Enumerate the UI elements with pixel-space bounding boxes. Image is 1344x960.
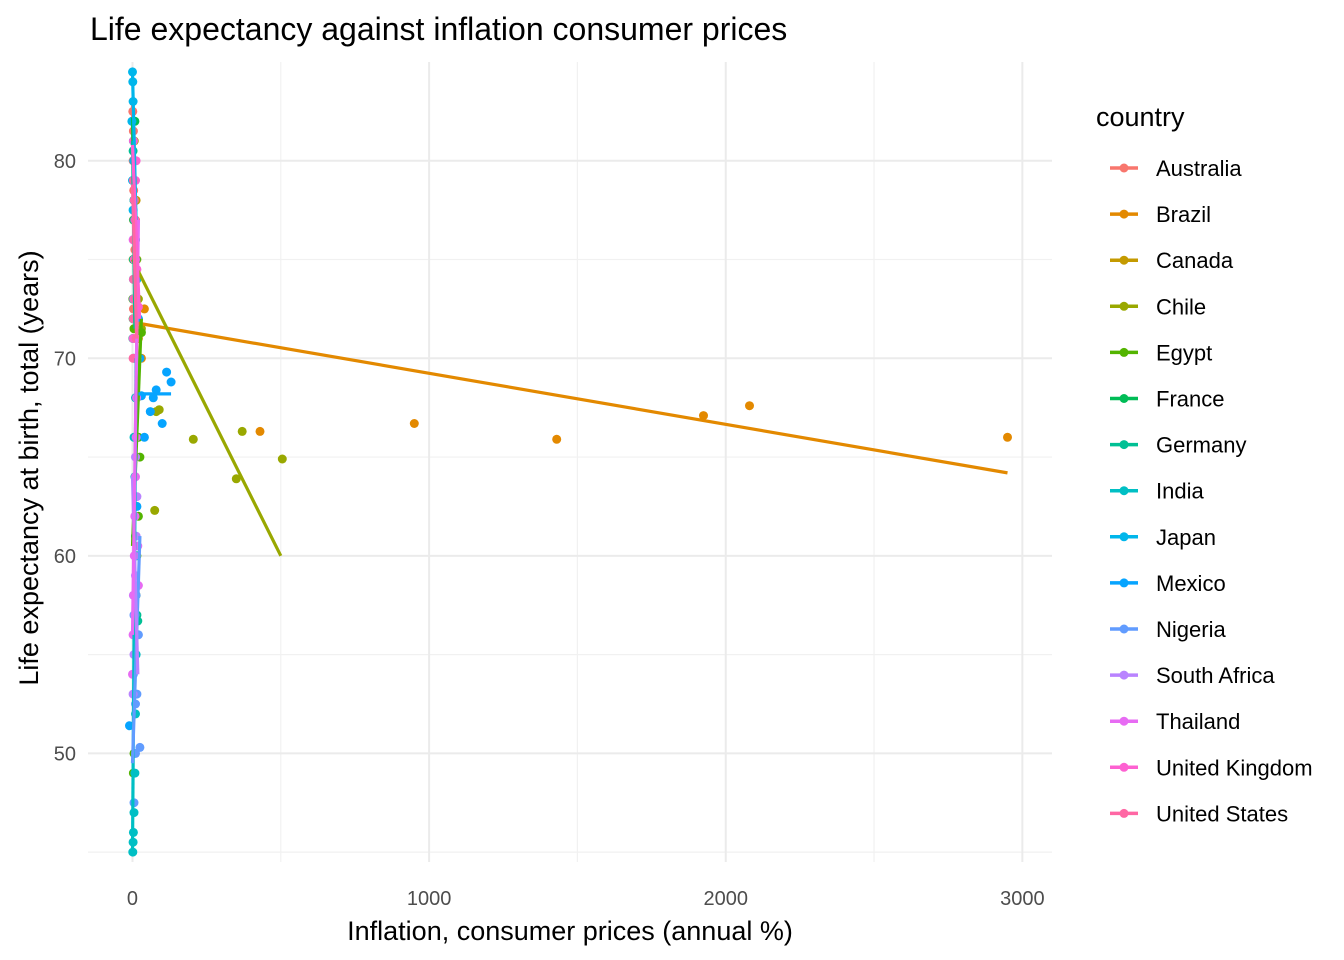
data-point	[139, 432, 149, 442]
legend-item: South Africa	[1110, 663, 1275, 688]
axis-layer: 0 1000 2000 3000 50 60 70 80	[54, 151, 1045, 910]
legend-key-point	[1119, 394, 1129, 403]
legend-label: Germany	[1156, 433, 1246, 458]
legend-label: Australia	[1156, 156, 1242, 181]
legend-key-point	[1119, 578, 1129, 588]
legend-item: Mexico	[1110, 571, 1226, 596]
legend-key-point	[1119, 301, 1129, 311]
x-tick-label: 1000	[407, 888, 452, 910]
y-axis-title: Life expectancy at birth, total (years)	[14, 250, 44, 685]
data-point	[162, 367, 172, 377]
legend-key-point	[1119, 716, 1129, 726]
legend-key-point	[1119, 486, 1129, 496]
legend-label: Chile	[1156, 294, 1206, 319]
legend-item: France	[1110, 387, 1224, 412]
legend-label: Egypt	[1156, 340, 1212, 365]
legend-item: India	[1110, 479, 1204, 504]
legend-item: Canada	[1110, 248, 1234, 273]
fit-line	[130, 144, 142, 319]
data-layer	[125, 67, 1012, 857]
y-tick-label: 80	[54, 151, 76, 173]
y-tick-label: 50	[54, 743, 76, 765]
legend-key-point	[1119, 670, 1129, 680]
data-point	[135, 742, 145, 752]
data-point	[699, 411, 708, 421]
data-point	[409, 419, 419, 428]
data-point	[188, 434, 198, 444]
data-point	[151, 385, 161, 395]
legend-label: South Africa	[1156, 663, 1275, 688]
legend-title: country	[1096, 102, 1185, 132]
fit-line	[130, 184, 139, 339]
legend-items: Australia Brazil Canada Chile Egypt France Ger…	[1110, 156, 1313, 826]
data-point	[145, 407, 155, 417]
data-point	[231, 474, 241, 484]
x-tick-label: 2000	[703, 888, 748, 910]
legend-key-point	[1119, 347, 1129, 357]
legend-key-point	[1119, 209, 1129, 219]
legend-item: Nigeria	[1110, 617, 1226, 642]
x-tick-label: 3000	[1000, 888, 1045, 910]
chart-title: Life expectancy against inflation consum…	[90, 11, 787, 47]
series-3	[129, 195, 287, 515]
legend-label: India	[1156, 479, 1204, 504]
data-point	[1003, 432, 1012, 442]
legend-label: Thailand	[1156, 709, 1240, 734]
data-point	[237, 426, 247, 436]
legend-key-point	[1119, 762, 1129, 772]
legend-item: United States	[1110, 801, 1288, 826]
legend-item: Japan	[1110, 525, 1216, 550]
fit-line	[135, 321, 1008, 475]
legend-key-point	[1119, 624, 1129, 634]
legend-label: Nigeria	[1156, 617, 1226, 642]
x-tick-label: 0	[127, 888, 138, 910]
data-point	[148, 393, 158, 403]
data-point	[166, 377, 176, 387]
legend-label: Mexico	[1156, 571, 1226, 596]
legend-label: United States	[1156, 801, 1288, 826]
legend-label: Brazil	[1156, 202, 1211, 227]
grid-layer	[88, 62, 1052, 862]
legend-item: Brazil	[1110, 202, 1211, 227]
data-point	[154, 405, 164, 415]
legend-key-point	[1119, 255, 1129, 265]
legend-item: Thailand	[1110, 709, 1240, 734]
x-axis-title: Inflation, consumer prices (annual %)	[347, 916, 793, 946]
legend-item: Australia	[1110, 156, 1242, 181]
legend-item: Chile	[1110, 294, 1206, 319]
data-point	[745, 401, 754, 411]
data-point	[277, 454, 287, 464]
legend-key-point	[1119, 440, 1129, 450]
legend-key-point	[1119, 532, 1129, 542]
legend-item: Germany	[1110, 433, 1246, 458]
legend-item: United Kingdom	[1110, 755, 1313, 780]
legend-label: France	[1156, 387, 1224, 412]
data-point	[157, 419, 167, 428]
series-1	[129, 304, 1012, 444]
legend-key-point	[1119, 808, 1129, 818]
data-point	[150, 505, 160, 515]
legend-key-point	[1119, 163, 1129, 173]
legend-label: United Kingdom	[1156, 755, 1313, 780]
data-point	[552, 434, 562, 444]
y-tick-label: 60	[54, 546, 76, 568]
fit-line	[131, 258, 283, 557]
data-point	[255, 426, 265, 436]
data-point	[125, 721, 134, 731]
legend-label: Canada	[1156, 248, 1234, 273]
legend: country Australia Brazil Canada Chile Egypt F…	[1096, 102, 1313, 826]
legend-item: Egypt	[1110, 340, 1212, 365]
y-tick-label: 70	[54, 348, 76, 370]
legend-label: Japan	[1156, 525, 1216, 550]
